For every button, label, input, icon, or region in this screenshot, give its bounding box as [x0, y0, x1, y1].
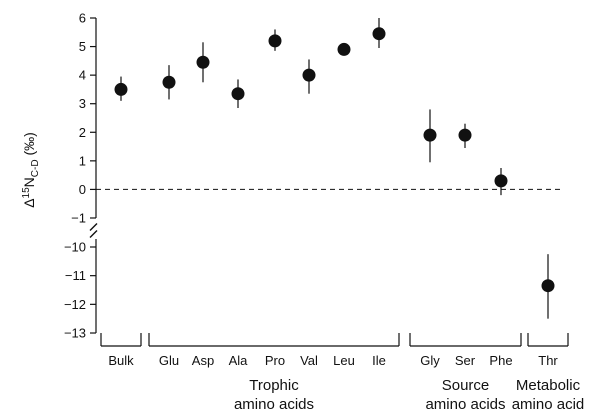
x-tick-label-val: Val	[300, 353, 318, 368]
x-group-label: amino acids	[425, 396, 505, 413]
error-bars	[120, 18, 549, 319]
axes: 6 5 4 3 2 1 0 −1 −10 −11 −12 −13	[64, 11, 98, 341]
x-group-label: amino acid	[512, 396, 585, 413]
y-tick-label: 0	[79, 182, 86, 197]
x-tick-label-ala: Ala	[229, 353, 249, 368]
y-tick-label: 5	[79, 39, 86, 54]
x-tick-label-glu: Glu	[159, 353, 179, 368]
axis-break-mark	[89, 230, 98, 238]
x-tick-label-thr: Thr	[538, 353, 558, 368]
y-tick-label: 4	[79, 68, 86, 83]
data-points	[114, 27, 555, 293]
data-point-bulk	[114, 82, 128, 96]
x-tick-label-phe: Phe	[489, 353, 512, 368]
data-point-ser	[458, 128, 472, 142]
y-tick-label: 1	[79, 153, 86, 168]
x-group-label: Metabolic	[516, 377, 581, 394]
data-point-pro	[268, 34, 282, 48]
data-point-val	[302, 68, 316, 82]
data-point-thr	[541, 279, 555, 293]
x-tick-label-leu: Leu	[333, 353, 355, 368]
y-tick-label: 6	[79, 11, 86, 26]
x-group-label: Source	[442, 377, 490, 394]
data-point-phe	[494, 174, 508, 188]
x-tick-label-bulk: Bulk	[108, 353, 134, 368]
data-point-ala	[231, 87, 245, 101]
data-point-glu	[162, 75, 176, 89]
data-point-leu	[337, 42, 351, 56]
x-group-label: Trophic	[249, 377, 299, 394]
data-point-ile	[372, 27, 386, 41]
axis-break-mark	[89, 223, 98, 231]
y-tick-label: −10	[64, 240, 86, 255]
data-point-asp	[196, 55, 210, 69]
y-tick-label: 3	[79, 96, 86, 111]
x-group-label: amino acids	[234, 396, 314, 413]
y-tick-label: −1	[71, 210, 86, 225]
x-tick-label-ile: Ile	[372, 353, 386, 368]
x-tick-label-pro: Pro	[265, 353, 285, 368]
data-point-gly	[423, 128, 437, 142]
y-tick-label: −13	[64, 326, 86, 341]
x-tick-label-ser: Ser	[455, 353, 476, 368]
y-tick-label: −12	[64, 297, 86, 312]
x-tick-label-asp: Asp	[192, 353, 214, 368]
y-tick-label: −11	[65, 268, 86, 283]
x-axis: Bulk Glu Asp Ala Pro Val Leu Ile Trophic amino ac…	[100, 333, 585, 413]
x-tick-label-gly: Gly	[420, 353, 440, 368]
y-tick-label: 2	[79, 125, 86, 140]
y-axis-label: Δ15NC-D (‰)	[21, 132, 41, 208]
